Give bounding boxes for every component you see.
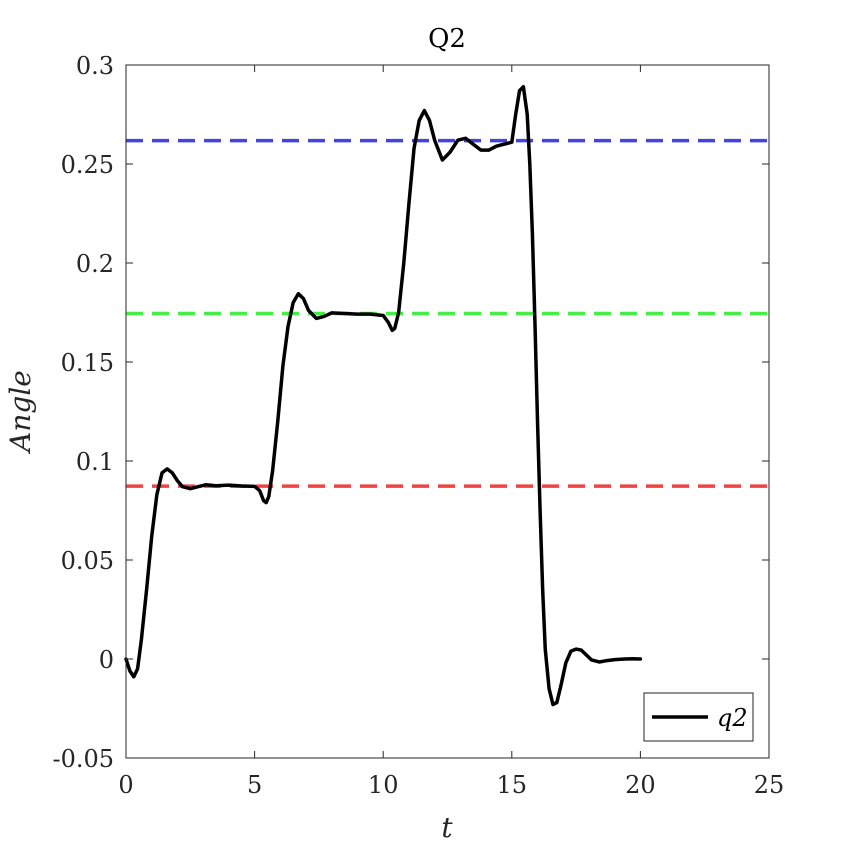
x-tick-label: 5: [247, 771, 262, 799]
x-tick-label: 20: [625, 771, 656, 799]
x-tick-label: 25: [754, 771, 785, 799]
y-tick-label: 0: [99, 646, 114, 674]
y-tick-label: 0.3: [76, 52, 114, 80]
x-axis: 0 5 10 15 20 25: [118, 65, 784, 799]
y-tick-label: -0.05: [52, 745, 114, 773]
y-axis-label: Angle: [4, 370, 37, 455]
series-line-0: [124, 85, 643, 707]
legend: q2: [643, 692, 754, 742]
plot-frame: [125, 64, 770, 759]
x-axis-label: t: [441, 811, 453, 844]
reference-lines: [126, 138, 769, 488]
legend-label: q2: [717, 704, 748, 732]
y-tick-label: 0.05: [61, 547, 114, 575]
series-layer: [124, 85, 643, 707]
x-tick-label: 15: [497, 771, 528, 799]
x-tick-label: 0: [118, 771, 133, 799]
y-tick-label: 0.15: [61, 349, 114, 377]
y-tick-label: 0.2: [76, 250, 114, 278]
chart-title: Q2: [428, 24, 466, 54]
y-tick-label: 0.1: [76, 448, 114, 476]
x-tick-label: 10: [368, 771, 399, 799]
y-axis: -0.05 0 0.05 0.1 0.15 0.2 0.25 0.3: [52, 52, 769, 773]
y-tick-label: 0.25: [61, 151, 114, 179]
legend-series-name: q2: [717, 704, 748, 732]
